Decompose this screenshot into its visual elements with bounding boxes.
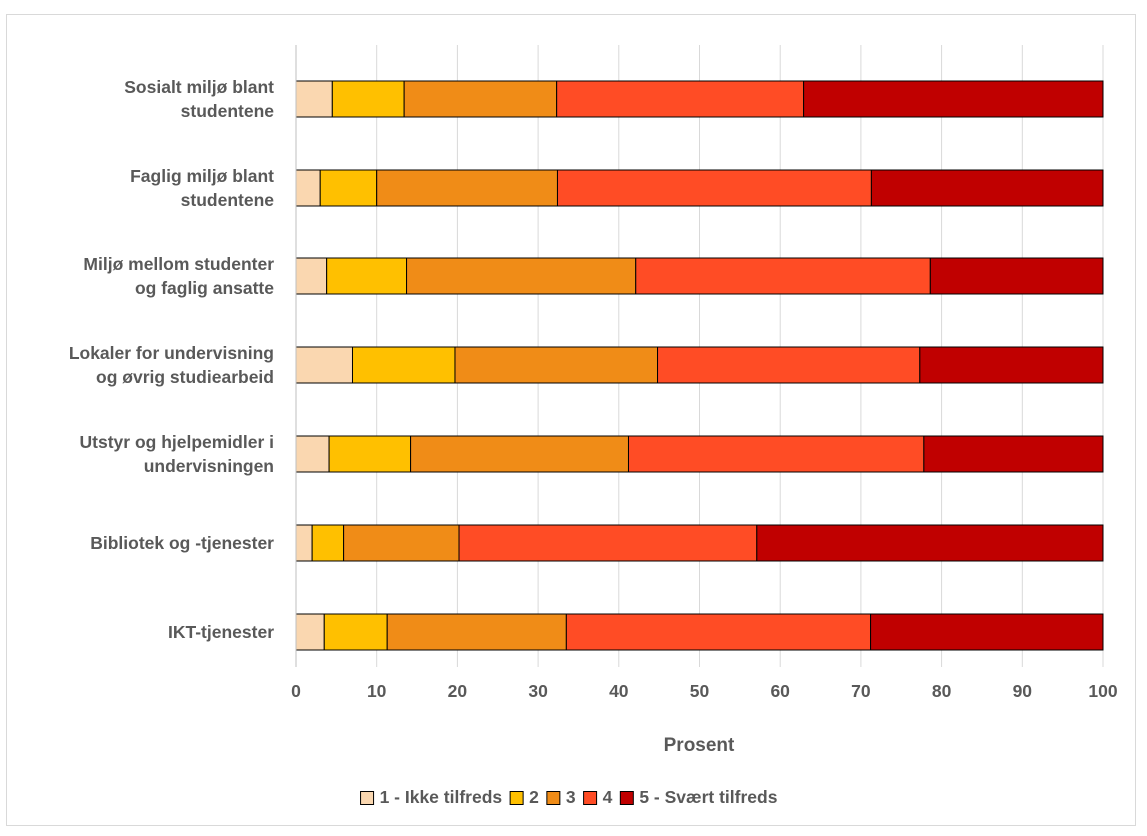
bar-segment [295,80,333,118]
x-tick-label: 20 [448,681,468,701]
bar-segment [295,257,328,295]
x-tick-label: 30 [528,681,548,701]
x-tick-label: 70 [851,681,871,701]
bar-segment [929,257,1104,295]
category-label: Miljø mellom studenter og faglig ansatte [83,254,274,298]
x-tick-label: 80 [932,681,952,701]
x-tick-label: 100 [1088,681,1117,701]
legend-swatch [360,791,375,805]
x-tick-label: 60 [770,681,790,701]
bar-segment [406,257,637,295]
bars [295,80,1104,651]
bar-segment [326,257,408,295]
bar-segment [410,435,629,473]
bar-segment [311,524,345,562]
x-axis-title: Prosent [664,735,735,756]
category-label: Lokaler for undervisning og øvrig studiea… [69,343,274,387]
bar-segment [323,613,388,651]
bar-segment [295,613,325,651]
category-label: IKT-tjenester [168,622,274,642]
x-tick-labels: 0 10 20 30 40 50 60 70 80 90 100 [291,681,1118,701]
legend: 1 - Ikke tilfreds 2 3 4 5 - Svært tilfreds [360,787,778,807]
legend-label: 1 - Ikke tilfreds [380,787,503,807]
x-tick-label: 0 [291,681,301,701]
x-tick-label: 10 [367,681,387,701]
x-tick-label: 40 [609,681,629,701]
bar-segment [556,80,805,118]
legend-swatch [546,791,561,805]
legend-swatch [509,791,524,805]
bar-segment [657,346,921,384]
category-label: Utstyr og hjelpemidler i undervisningen [80,432,274,476]
bar-segment [328,435,412,473]
x-tick-label: 90 [1013,681,1033,701]
chart-frame [6,14,1136,826]
legend-label: 2 [529,787,539,807]
bar-segment [803,80,1104,118]
x-tick-label: 50 [690,681,710,701]
bar-segment [556,169,872,207]
bar-segment [319,169,378,207]
legend-swatch [583,791,598,805]
bar-segment [627,435,925,473]
category-label: Faglig miljø blant studentene [130,166,274,210]
bar-segment [386,613,567,651]
bar-segment [403,80,558,118]
bar-segment [351,346,456,384]
bar-segment [458,524,758,562]
bar-segment [870,613,1104,651]
bar-segment [756,524,1104,562]
bar-segment [454,346,659,384]
bar-segment [923,435,1104,473]
bar-segment [331,80,405,118]
bar-segment [295,435,330,473]
bar-segment [295,524,313,562]
legend-swatch [619,791,634,805]
category-label: Sosialt miljø blant studentene [124,77,274,121]
legend-label: 4 [603,787,613,807]
bar-segment [870,169,1104,207]
legend-label: 3 [566,787,576,807]
category-label: Bibliotek og -tjenester [90,533,274,553]
bar-segment [635,257,931,295]
category-labels: Sosialt miljø blant studentene Faglig milj… [69,77,274,642]
bar-segment [376,169,558,207]
bar-segment [343,524,460,562]
bar-segment [295,169,321,207]
legend-label: 5 - Svært tilfreds [639,787,777,807]
bar-segment [295,346,353,384]
bar-segment [919,346,1104,384]
bar-segment [565,613,872,651]
